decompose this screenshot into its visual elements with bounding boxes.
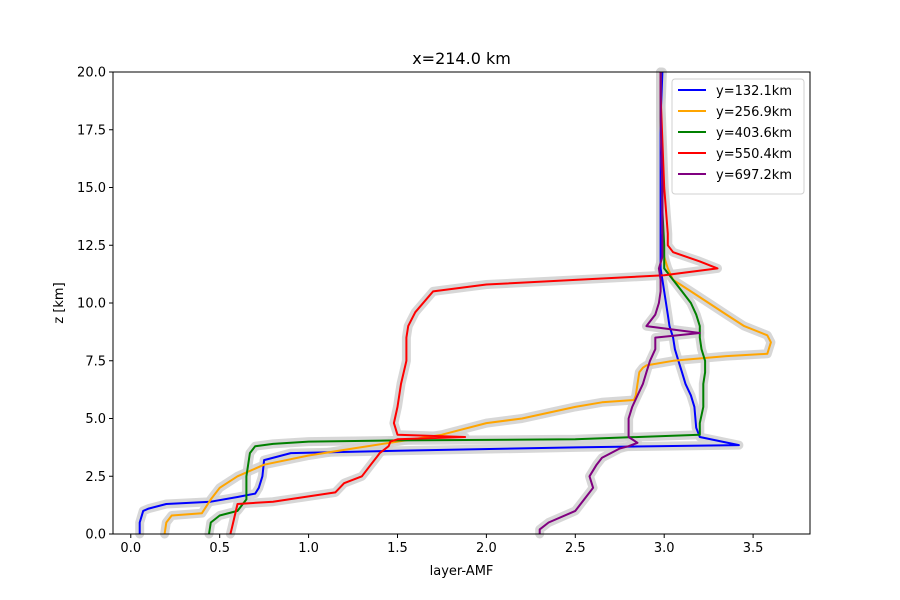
legend: y=132.1km y=256.9km y=403.6km y=550.4km y=69… bbox=[671, 78, 805, 195]
x-tick-label: 0.0 bbox=[120, 541, 141, 556]
x-tick-label: 1.0 bbox=[298, 541, 319, 556]
legend-label: y=256.9km bbox=[716, 105, 792, 120]
y-tick-label: 20.0 bbox=[77, 66, 106, 81]
x-axis-label: layer-AMF bbox=[430, 564, 494, 579]
legend-label: y=550.4km bbox=[716, 147, 792, 162]
series-lines bbox=[138, 71, 772, 535]
x-tick-label: 0.5 bbox=[209, 541, 230, 556]
line-y-256-9km bbox=[163, 72, 772, 535]
y-tick-label: 2.5 bbox=[85, 470, 106, 485]
legend-label: y=697.2km bbox=[716, 168, 792, 183]
y-tick-label: 0.0 bbox=[85, 528, 106, 543]
line-y-403-6km bbox=[208, 72, 707, 535]
y-axis-label: z [km] bbox=[52, 282, 67, 323]
y-tick-label: 5.0 bbox=[85, 412, 106, 427]
x-tick-label: 3.0 bbox=[654, 541, 675, 556]
x-tick-label: 1.5 bbox=[387, 541, 408, 556]
line-y-550-4km bbox=[229, 72, 719, 535]
legend-label: y=403.6km bbox=[716, 126, 792, 141]
chart-title: x=214.0 km bbox=[412, 49, 511, 68]
y-tick-label: 7.5 bbox=[85, 354, 106, 369]
x-tick-label: 2.5 bbox=[565, 541, 586, 556]
x-tick-label: 3.5 bbox=[743, 541, 764, 556]
legend-label: y=132.1km bbox=[716, 84, 792, 99]
x-tick-label: 2.0 bbox=[476, 541, 497, 556]
y-tick-label: 17.5 bbox=[77, 123, 106, 138]
x-axis-ticks: 0.0 0.5 1.0 1.5 2.0 2.5 3.0 3.5 bbox=[120, 534, 763, 556]
line-y-697-2km bbox=[538, 72, 701, 534]
y-tick-label: 15.0 bbox=[77, 181, 106, 196]
y-tick-label: 10.0 bbox=[77, 297, 106, 312]
y-axis-ticks: 0.0 2.5 5.0 7.5 10.0 12.5 15.0 17.5 20.0 bbox=[77, 66, 113, 543]
legend-box bbox=[671, 78, 805, 195]
y-tick-label: 12.5 bbox=[77, 239, 106, 254]
